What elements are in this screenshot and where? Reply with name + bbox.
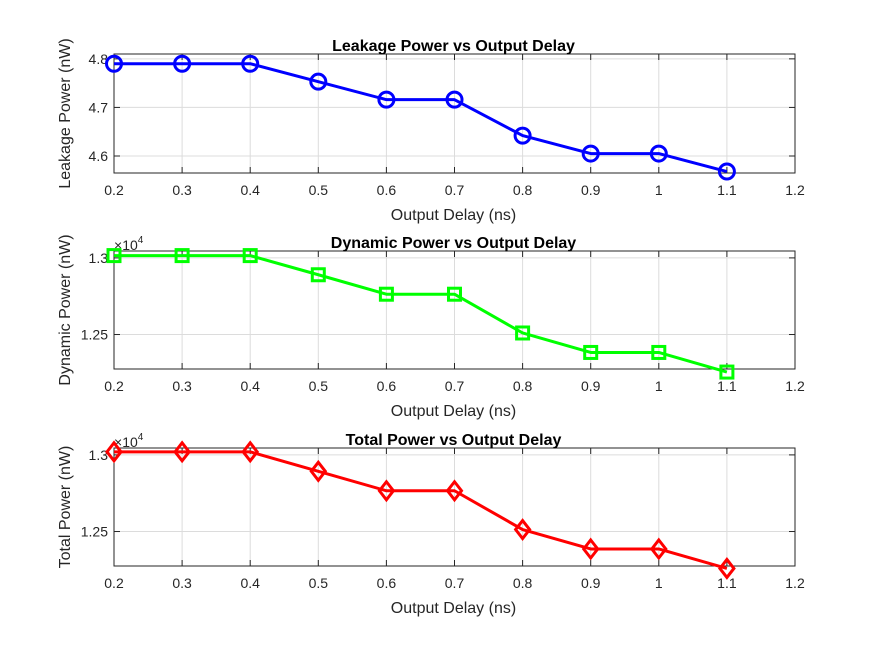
leakage-y-tick-label: 4.6	[89, 148, 109, 164]
dynamic-x-tick-label: 1.1	[717, 378, 737, 394]
dynamic-data-point	[515, 325, 531, 341]
leakage-data-point	[581, 144, 600, 163]
leakage-x-tick-label: 0.7	[445, 182, 465, 198]
dynamic-x-tick-label: 0.3	[172, 378, 192, 394]
leakage-y-tick-label: 4.8	[89, 51, 109, 67]
total-data-point	[581, 537, 600, 561]
leakage-data-point	[445, 90, 464, 109]
dynamic-y-tick-label: 1.25	[81, 327, 108, 343]
total-x-tick-label: 0.9	[581, 575, 601, 591]
leakage-y-axis-label: Leakage Power (nW)	[57, 38, 74, 188]
dynamic-x-axis-label: Output Delay (ns)	[391, 403, 516, 420]
dynamic-exponent-label: ×104	[114, 235, 144, 253]
dynamic-x-tick-label: 0.4	[240, 378, 260, 394]
total-y-axis-label: Total Power (nW)	[57, 446, 74, 569]
total-data-point	[309, 459, 328, 483]
dynamic-data-point	[310, 267, 326, 283]
total-data-point	[445, 479, 464, 503]
total-data-point	[649, 537, 668, 561]
total-exponent-label: ×104	[114, 432, 144, 450]
total-x-tick-label: 0.5	[309, 575, 329, 591]
total-y-tick-label: 1.25	[81, 524, 108, 540]
leakage-data-point	[105, 54, 123, 73]
dynamic-chart-title: Dynamic Power vs Output Delay	[331, 235, 577, 252]
dynamic-x-tick-label: 1.2	[785, 378, 805, 394]
leakage-x-tick-label: 0.4	[240, 182, 260, 198]
leakage-x-axis-label: Output Delay (ns)	[391, 207, 516, 224]
leakage-y-tick-label: 4.7	[89, 99, 109, 115]
dynamic-x-tick-label: 1	[655, 378, 663, 394]
leakage-x-tick-label: 1.1	[717, 182, 737, 198]
total-data-point	[173, 440, 192, 464]
total-x-tick-label: 0.2	[104, 575, 124, 591]
leakage-data-point	[649, 144, 668, 163]
dynamic-data-point	[447, 286, 462, 302]
dynamic-data-point	[378, 286, 394, 302]
dynamic-y-tick-label: 1.3	[89, 250, 109, 266]
dynamic-data-point	[719, 364, 735, 380]
leakage-x-tick-label: 0.6	[377, 182, 397, 198]
leakage-x-tick-label: 0.9	[581, 182, 601, 198]
leakage-chart: 0.2 0.3 0.4 0.5 0.6 0.7 0.8 0.9 1 1.1 1.2 4.6 4.7 4.8…	[57, 38, 805, 224]
total-x-tick-label: 0.3	[172, 575, 192, 591]
dynamic-x-tick-label: 0.8	[513, 378, 533, 394]
dynamic-x-tick-label: 0.6	[377, 378, 397, 394]
total-x-tick-label: 0.4	[240, 575, 260, 591]
total-series-line	[114, 450, 728, 570]
total-chart: 0.2 0.3 0.4 0.5 0.6 0.7 0.8 0.9 1 1.1 1.2 1.25 1.3 ×1…	[57, 432, 805, 617]
total-x-tick-label: 0.6	[377, 575, 397, 591]
leakage-data-point	[241, 54, 260, 73]
dynamic-x-tick-label: 0.2	[104, 378, 124, 394]
dynamic-data-point	[174, 248, 190, 264]
leakage-data-point	[309, 72, 328, 91]
dynamic-data-point	[106, 248, 122, 264]
total-x-tick-label: 1.2	[785, 575, 805, 591]
dynamic-y-axis-label: Dynamic Power (nW)	[57, 234, 74, 385]
leakage-data-point	[717, 162, 736, 181]
total-data-point	[717, 557, 736, 580]
leakage-x-tick-label: 0.8	[513, 182, 533, 198]
total-x-tick-label: 0.7	[445, 575, 465, 591]
total-data-point	[241, 440, 260, 464]
dynamic-series-line	[114, 254, 728, 374]
leakage-series-line	[114, 62, 728, 173]
dynamic-x-tick-label: 0.7	[445, 378, 465, 394]
leakage-data-point	[173, 54, 192, 73]
leakage-x-tick-label: 1.2	[785, 182, 805, 198]
leakage-data-point	[513, 126, 532, 145]
dynamic-data-point	[651, 344, 667, 360]
dynamic-data-point	[242, 248, 258, 264]
total-x-tick-label: 0.8	[513, 575, 533, 591]
leakage-x-tick-label: 1	[655, 182, 663, 198]
dynamic-data-point	[583, 344, 599, 360]
total-x-tick-label: 1.1	[717, 575, 737, 591]
dynamic-chart: 0.2 0.3 0.4 0.5 0.6 0.7 0.8 0.9 1 1.1 1.2 1.25 1.3 ×1…	[57, 234, 805, 420]
total-x-axis-label: Output Delay (ns)	[391, 600, 516, 617]
leakage-x-tick-label: 0.3	[172, 182, 192, 198]
total-x-tick-label: 1	[655, 575, 663, 591]
leakage-x-tick-label: 0.2	[104, 182, 124, 198]
total-y-tick-label: 1.3	[89, 447, 109, 463]
leakage-x-tick-label: 0.5	[309, 182, 329, 198]
dynamic-x-tick-label: 0.9	[581, 378, 601, 394]
total-data-point	[513, 518, 532, 541]
dynamic-x-tick-label: 0.5	[309, 378, 329, 394]
leakage-data-point	[377, 90, 396, 109]
total-chart-title: Total Power vs Output Delay	[346, 432, 562, 449]
total-data-point	[377, 479, 396, 503]
leakage-chart-title: Leakage Power vs Output Delay	[332, 38, 575, 55]
total-data-point	[105, 440, 123, 464]
